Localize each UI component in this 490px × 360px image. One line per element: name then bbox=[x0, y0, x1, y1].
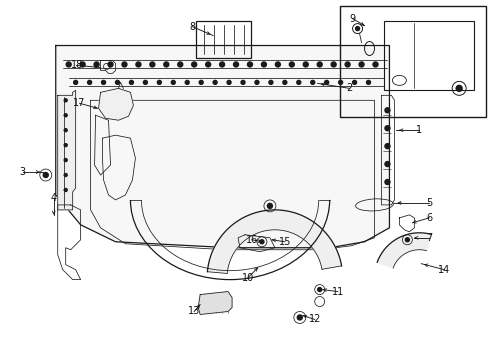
Circle shape bbox=[64, 174, 67, 176]
Circle shape bbox=[94, 62, 99, 67]
Circle shape bbox=[164, 62, 169, 67]
Circle shape bbox=[64, 159, 67, 162]
Circle shape bbox=[108, 62, 113, 67]
Circle shape bbox=[373, 62, 378, 67]
Text: 7: 7 bbox=[426, 233, 432, 243]
Circle shape bbox=[356, 27, 360, 31]
Circle shape bbox=[247, 62, 252, 67]
Circle shape bbox=[331, 62, 336, 67]
Circle shape bbox=[262, 62, 267, 67]
Circle shape bbox=[269, 80, 273, 84]
Circle shape bbox=[260, 240, 264, 244]
Polygon shape bbox=[207, 210, 342, 274]
Text: 18: 18 bbox=[71, 60, 83, 71]
Circle shape bbox=[385, 126, 390, 131]
Text: 6: 6 bbox=[426, 213, 432, 223]
Circle shape bbox=[297, 315, 302, 320]
Circle shape bbox=[213, 80, 217, 84]
Circle shape bbox=[385, 144, 390, 149]
Circle shape bbox=[150, 62, 155, 67]
Circle shape bbox=[318, 288, 322, 292]
Bar bbox=[385, 21, 474, 90]
Circle shape bbox=[385, 180, 390, 184]
Circle shape bbox=[385, 108, 390, 113]
Circle shape bbox=[185, 80, 189, 84]
Text: 5: 5 bbox=[426, 198, 432, 208]
Circle shape bbox=[220, 62, 224, 67]
Circle shape bbox=[359, 62, 364, 67]
Polygon shape bbox=[56, 45, 390, 248]
Circle shape bbox=[172, 80, 175, 84]
Circle shape bbox=[456, 85, 462, 91]
Circle shape bbox=[241, 80, 245, 84]
Text: 9: 9 bbox=[349, 14, 356, 24]
Circle shape bbox=[268, 203, 272, 208]
Polygon shape bbox=[198, 292, 232, 315]
Text: 10: 10 bbox=[242, 273, 254, 283]
Text: 15: 15 bbox=[279, 237, 291, 247]
Circle shape bbox=[64, 144, 67, 147]
Circle shape bbox=[64, 129, 67, 132]
Circle shape bbox=[116, 80, 120, 84]
Circle shape bbox=[385, 162, 390, 167]
Circle shape bbox=[303, 62, 308, 67]
Circle shape bbox=[199, 80, 203, 84]
Circle shape bbox=[345, 62, 350, 67]
Circle shape bbox=[64, 114, 67, 117]
Circle shape bbox=[88, 80, 92, 84]
Circle shape bbox=[74, 80, 77, 84]
Text: 2: 2 bbox=[346, 84, 353, 93]
Circle shape bbox=[101, 80, 105, 84]
Circle shape bbox=[289, 62, 294, 67]
Circle shape bbox=[283, 80, 287, 84]
Circle shape bbox=[64, 189, 67, 192]
Bar bbox=[196, 21, 251, 58]
Circle shape bbox=[136, 62, 141, 67]
Circle shape bbox=[64, 99, 67, 102]
Circle shape bbox=[353, 80, 357, 84]
Text: 17: 17 bbox=[74, 98, 86, 108]
Text: 4: 4 bbox=[50, 193, 57, 203]
Circle shape bbox=[157, 80, 161, 84]
Circle shape bbox=[227, 80, 231, 84]
Circle shape bbox=[255, 80, 259, 84]
Circle shape bbox=[66, 62, 71, 67]
Circle shape bbox=[178, 62, 183, 67]
Circle shape bbox=[339, 80, 343, 84]
Text: 8: 8 bbox=[189, 22, 196, 32]
Circle shape bbox=[144, 80, 147, 84]
Circle shape bbox=[80, 62, 85, 67]
Circle shape bbox=[317, 62, 322, 67]
Text: 3: 3 bbox=[20, 167, 26, 177]
Polygon shape bbox=[98, 88, 133, 120]
Circle shape bbox=[405, 238, 409, 242]
Circle shape bbox=[206, 62, 211, 67]
Circle shape bbox=[275, 62, 280, 67]
Circle shape bbox=[43, 172, 48, 177]
Bar bbox=[340, 6, 486, 117]
Circle shape bbox=[122, 62, 127, 67]
Circle shape bbox=[325, 80, 329, 84]
Circle shape bbox=[192, 62, 196, 67]
Circle shape bbox=[311, 80, 315, 84]
Polygon shape bbox=[377, 233, 431, 268]
Text: 13: 13 bbox=[188, 306, 200, 316]
Circle shape bbox=[297, 80, 301, 84]
Text: 16: 16 bbox=[246, 235, 258, 245]
Text: 1: 1 bbox=[416, 125, 422, 135]
Circle shape bbox=[234, 62, 239, 67]
Text: 12: 12 bbox=[309, 314, 321, 324]
Text: 11: 11 bbox=[332, 287, 344, 297]
Circle shape bbox=[129, 80, 133, 84]
Circle shape bbox=[367, 80, 370, 84]
Text: 14: 14 bbox=[438, 265, 450, 275]
Polygon shape bbox=[58, 90, 75, 210]
